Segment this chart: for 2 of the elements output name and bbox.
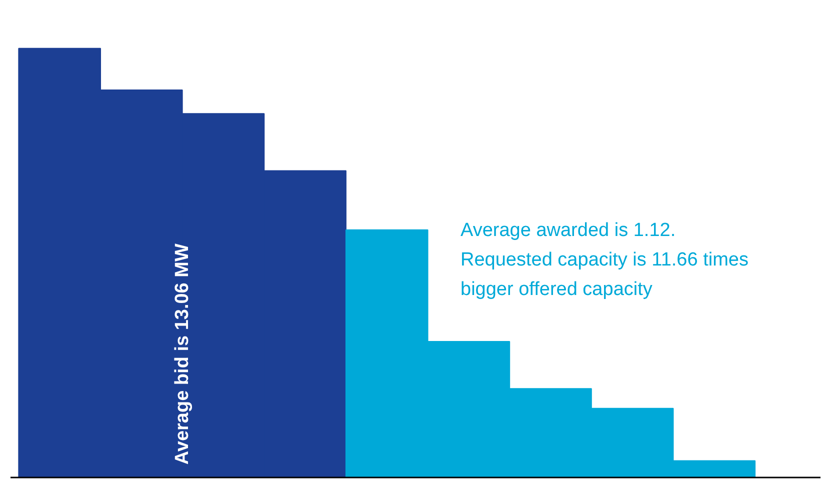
annotation: Average bid is 13.06 MW	[172, 244, 193, 465]
annotation: Average awarded is 1.12. Requested capacity is 11.66 times bigger offered capacity	[460, 220, 748, 300]
